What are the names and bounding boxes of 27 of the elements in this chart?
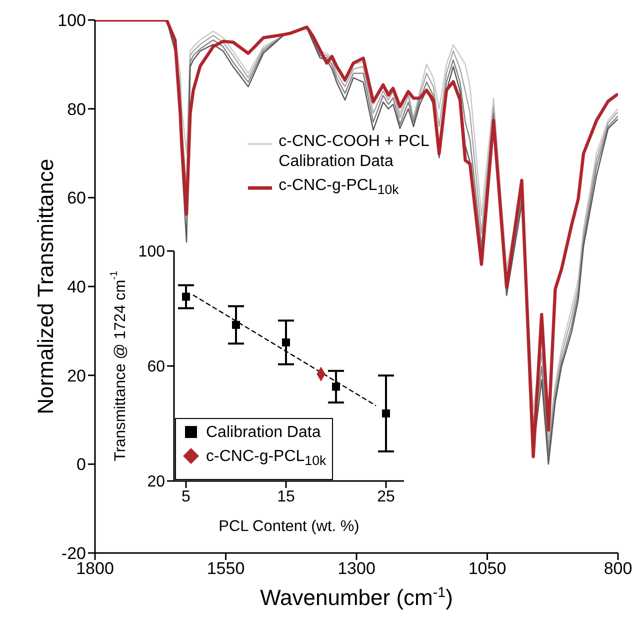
legend-label: c-CNC-g-PCL$_{10k}$ bbox=[206, 447, 326, 470]
y-tick-label: 80 bbox=[67, 100, 86, 119]
x-tick-label: 5 bbox=[182, 488, 191, 506]
point bbox=[332, 382, 340, 391]
x-tick-label: 800 bbox=[604, 559, 632, 578]
legend-label: Calibration Data bbox=[206, 423, 321, 443]
x-tick-label: 1050 bbox=[468, 559, 506, 578]
y-tick-label: 20 bbox=[67, 366, 86, 386]
y-tick-label: 60 bbox=[67, 188, 86, 208]
y-tick-label: 100 bbox=[138, 244, 166, 261]
x-tick-label: 1300 bbox=[338, 559, 376, 578]
x-axis-title: Wavenumber (cm$^{-1}$) bbox=[260, 585, 453, 610]
x-axis-title: PCL Content (wt. %) bbox=[218, 518, 360, 535]
point bbox=[232, 320, 240, 329]
y-tick-label: 100 bbox=[58, 11, 86, 30]
x-tick-label: 25 bbox=[377, 488, 395, 506]
y-tick-label: 60 bbox=[147, 358, 166, 376]
x-tick-label: 15 bbox=[277, 488, 295, 506]
y-tick-label: 0 bbox=[76, 455, 86, 474]
legend-label: c-CNC-g-PCL$_{10k}$ bbox=[278, 176, 399, 200]
y-axis-title: Normalized Transmittance bbox=[32, 158, 58, 414]
point bbox=[282, 338, 290, 346]
y-tick-label: 20 bbox=[147, 474, 166, 491]
x-tick-label: 1550 bbox=[206, 559, 245, 578]
point bbox=[382, 409, 390, 418]
y-tick-label: 40 bbox=[67, 278, 86, 297]
point bbox=[182, 292, 190, 301]
